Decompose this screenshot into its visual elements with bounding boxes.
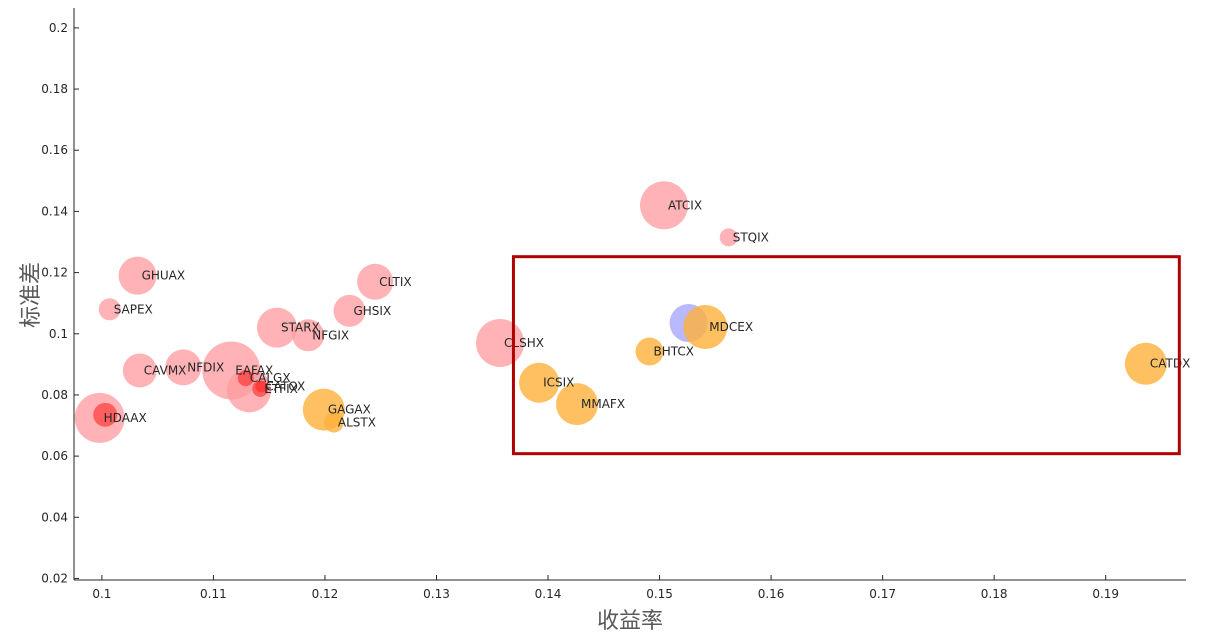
bubble-bhtcx — [635, 337, 664, 366]
bubble — [93, 402, 118, 427]
y-tick-label: 0.14 — [41, 204, 68, 218]
bubble-label-clshx: CLSHX — [504, 336, 544, 350]
bubble-label-hdaax: HDAAX — [104, 411, 147, 425]
bubble-label-bhtcx: BHTCX — [654, 345, 694, 359]
bubbles — [74, 181, 1167, 443]
y-axis-title: 标准差 — [19, 262, 44, 328]
bubble-nfdix — [165, 349, 202, 386]
x-tick-label: 0.17 — [869, 587, 896, 601]
bubble-mdcex — [683, 305, 728, 350]
bubble-ghuax — [118, 256, 157, 295]
bubble-label-cltix: CLTIX — [379, 275, 412, 289]
y-tick-label: 0.12 — [41, 266, 68, 280]
bubble-icsix — [519, 362, 560, 403]
bubble-cltix — [357, 263, 394, 300]
y-tick-label: 0.1 — [49, 327, 68, 341]
bubble-nfgix — [292, 319, 325, 352]
y-tick-label: 0.2 — [49, 21, 68, 35]
bubble-label-stqix: STQIX — [733, 230, 769, 244]
bubble-label-icsix: ICSIX — [543, 376, 574, 390]
bubble-label-atcix: ATCIX — [668, 198, 702, 212]
x-tick-label: 0.14 — [535, 587, 562, 601]
bubble-label-catox: CATOX — [265, 379, 305, 393]
bubble-catdx — [1124, 342, 1167, 385]
bubble-label-alstx: ALSTX — [338, 415, 376, 429]
bubble-calgx — [237, 370, 254, 387]
bubble-cavmx — [122, 353, 157, 388]
bubble-label-starx: STARX — [281, 321, 320, 335]
x-tick-label: 0.15 — [646, 587, 673, 601]
x-tick-label: 0.16 — [758, 587, 785, 601]
y-tick-label: 0.06 — [41, 449, 68, 463]
highlight-box — [511, 255, 1181, 456]
y-tick-label: 0.08 — [41, 388, 68, 402]
bubble-labels: SAPEX GHUAX CAVMX HDAAX NFDIX EAFAXCALGXETFIX… — [104, 198, 1191, 429]
axes — [73, 8, 1186, 581]
bubble-label-ghsix: GHSIX — [353, 304, 391, 318]
x-tick-label: 0.13 — [423, 587, 450, 601]
bubble-label-gagax: GAGAX — [328, 403, 371, 417]
y-ticks: 0.02 0.04 0.06 0.08 0.1 0.12 0.14 0.16 0.18 0.2 — [41, 21, 79, 585]
bubble-label-nfgix: NFGIX — [312, 328, 349, 342]
bubble-label-eafax: EAFAX — [235, 363, 273, 377]
bubble-label-ghuax: GHUAX — [142, 269, 186, 283]
y-tick-label: 0.04 — [41, 510, 68, 524]
bubble-label-calgx: CALGX — [250, 371, 291, 385]
bubble-sapex — [98, 298, 121, 321]
y-tick-label: 0.18 — [41, 82, 68, 96]
x-tick-label: 0.11 — [200, 587, 227, 601]
bubble-atcix — [640, 181, 689, 230]
bubble-label-catdx: CATDX — [1150, 357, 1190, 371]
x-ticks: 0.1 0.11 0.12 0.13 0.14 0.15 0.16 0.17 0.18 0.19 — [92, 575, 1119, 601]
bubble-label-nfdix: NFDIX — [187, 360, 224, 374]
bubble-label-cavmx: CAVMX — [144, 363, 187, 377]
bubble-label-mmafx: MMAFX — [581, 397, 625, 411]
bubble-catox — [255, 380, 268, 393]
y-tick-label: 0.16 — [41, 143, 68, 157]
x-tick-label: 0.18 — [981, 587, 1008, 601]
bubble-ghsix — [333, 294, 366, 327]
bubble-starx — [256, 307, 297, 348]
x-axis-title: 收益率 — [597, 609, 663, 634]
x-tick-label: 0.1 — [92, 587, 111, 601]
x-tick-label: 0.19 — [1092, 587, 1119, 601]
bubble-mmafx — [556, 383, 599, 426]
bubble-label-etfix: ETFIX — [264, 382, 298, 396]
bubble-alstx — [323, 412, 344, 433]
bubble-stqix — [719, 228, 738, 247]
bubble-label-mdcex: MDCEX — [709, 320, 753, 334]
y-tick-label: 0.02 — [41, 571, 68, 585]
x-tick-label: 0.12 — [312, 587, 339, 601]
bubble-label-sapex: SAPEX — [114, 302, 153, 316]
